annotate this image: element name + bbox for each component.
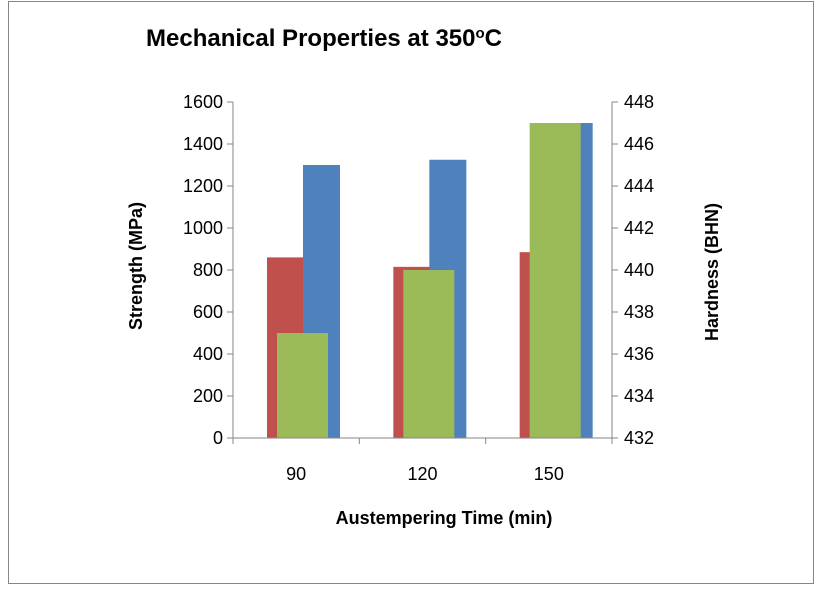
x-tick-label: 120 (407, 464, 437, 484)
chart-frame: Mechanical Properties at 350oC 0 200 400 60… (8, 1, 814, 584)
bar-series3-120 (403, 270, 455, 438)
y2-tick-label: 440 (624, 260, 654, 280)
y2-tick-label: 438 (624, 302, 654, 322)
y2-tick-label: 436 (624, 344, 654, 364)
chart-title-main: Mechanical Properties at 350 (146, 25, 475, 52)
chart-title-suffix: C (485, 25, 502, 52)
y-tick-label: 1600 (183, 92, 223, 112)
chart-svg: Mechanical Properties at 350oC 0 200 400 60… (126, 25, 722, 528)
axes-layer: 0 200 400 600 800 1000 1200 1400 1600 432 434 436 43… (183, 92, 654, 484)
chart-title: Mechanical Properties at 350oC (146, 25, 502, 52)
y-tick-label: 1400 (183, 134, 223, 154)
y2-tick-label: 432 (624, 428, 654, 448)
y-tick-label: 1000 (183, 218, 223, 238)
y-tick-label: 800 (193, 260, 223, 280)
y-tick-label: 1200 (183, 176, 223, 196)
y2-tick-label: 444 (624, 176, 654, 196)
x-tick-label: 90 (286, 464, 306, 484)
bar-series3-150 (529, 123, 581, 438)
y2-tick-label: 448 (624, 92, 654, 112)
bars-layer (267, 123, 593, 438)
y-tick-label: 600 (193, 302, 223, 322)
y-tick-label: 200 (193, 386, 223, 406)
y2-tick-label: 434 (624, 386, 654, 406)
y-axis-title: Strength (MPa) (126, 202, 146, 330)
chart-title-sup: o (475, 25, 484, 42)
y-tick-label: 400 (193, 344, 223, 364)
y2-axis-title: Hardness (BHN) (702, 203, 722, 341)
bar-series3-90 (277, 333, 328, 438)
y2-tick-label: 442 (624, 218, 654, 238)
y-tick-label: 0 (213, 428, 223, 448)
y2-tick-label: 446 (624, 134, 654, 154)
x-axis-title: Austempering Time (min) (336, 508, 553, 528)
x-tick-label: 150 (534, 464, 564, 484)
